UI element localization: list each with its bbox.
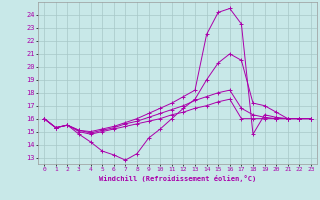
X-axis label: Windchill (Refroidissement éolien,°C): Windchill (Refroidissement éolien,°C): [99, 175, 256, 182]
